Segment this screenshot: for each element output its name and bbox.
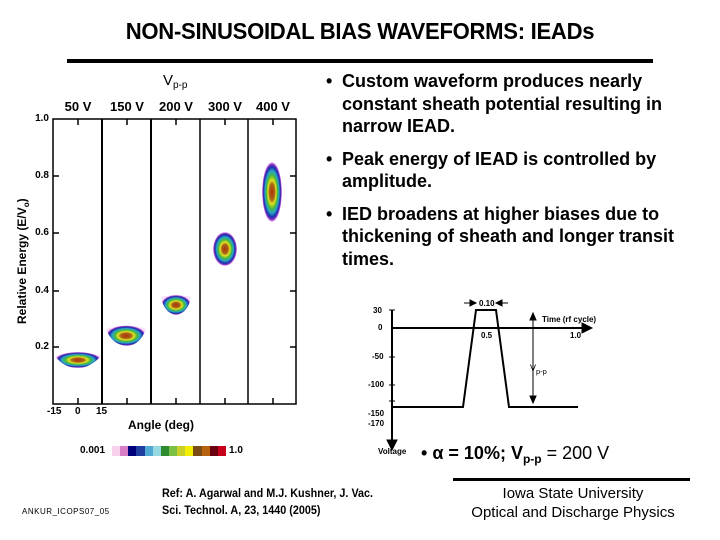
tick-marks — [53, 119, 296, 404]
column-label-150v: 150 V — [110, 99, 144, 114]
colorbar-swatch — [209, 446, 218, 456]
ytick-0-4: 0.4 — [35, 285, 49, 296]
pulse-arrow-right-icon — [469, 299, 478, 307]
colorbar-swatch — [217, 446, 226, 456]
voltage-axis-arrow-icon — [386, 439, 398, 452]
bullet-text: Custom waveform produces nearly constant… — [342, 71, 663, 136]
slide-title: NON-SINUSOIDAL BIAS WAVEFORMS: IEADs — [125, 18, 595, 44]
ytick-0-6: 0.6 — [35, 227, 49, 238]
x-axis-label: Angle (deg) — [128, 418, 194, 432]
xtick-0: 0 — [75, 406, 81, 417]
column-label-50v: 50 V — [64, 99, 92, 114]
bullet-item: • Custom waveform produces nearly constan… — [322, 70, 712, 138]
condition-vpp-value: = 200 V — [541, 443, 610, 463]
column-label-300v: 300 V — [208, 99, 242, 114]
bullet-dot-icon: • — [326, 203, 333, 224]
wf-ytick-0: 0 — [378, 323, 383, 332]
title-divider — [67, 59, 653, 63]
condition-text: = 10%; V — [443, 443, 523, 463]
bullet-dot-icon: • — [326, 148, 333, 169]
wf-ytick-30: 30 — [373, 306, 382, 315]
colorbar-swatch — [128, 446, 137, 456]
wf-ytick-neg150: -150 — [368, 409, 385, 418]
condition-vpp-sub: p-p — [522, 452, 542, 466]
vpp-annotation-main: V — [530, 363, 537, 373]
colorbar-swatch — [193, 446, 202, 456]
ytick-1-0: 1.0 — [35, 113, 49, 124]
iead-blob-300v — [213, 232, 237, 266]
waveform-diagram — [386, 299, 594, 452]
wf-ytick-neg170: -170 — [368, 419, 385, 428]
ytick-0-8: 0.8 — [35, 170, 49, 181]
bullet-dot-icon: • — [326, 71, 333, 91]
bullet-item: • IED broadens at higher biases due to th… — [322, 203, 712, 271]
bullet-item: • Peak energy of IEAD is controlled by am… — [322, 148, 712, 193]
iead-plot — [52, 118, 297, 405]
university-name: Iowa State University — [502, 485, 644, 502]
iead-blob-400v — [262, 162, 282, 222]
colorbar-swatch — [120, 446, 129, 456]
vpp-header-main: V — [163, 72, 174, 89]
bullet-dot-icon: • — [421, 443, 428, 463]
colorbar-swatch — [112, 446, 121, 456]
vpp-arrow-down-icon — [529, 395, 537, 405]
wf-xtick-1-0: 1.0 — [570, 331, 582, 340]
reference: Ref: A. Agarwal and M.J. Kushner, J. Vac… — [162, 485, 432, 519]
pulse-width-label: 0.10 — [479, 299, 495, 308]
vpp-header-sub: p-p — [173, 80, 188, 91]
colorbar-swatch — [160, 446, 169, 456]
wf-ytick-neg50: -50 — [372, 352, 384, 361]
time-axis-label: Time (rf cycle) — [542, 315, 597, 324]
xtick-neg15: -15 — [47, 406, 62, 417]
reference-line-2: Sci. Technol. A, 23, 1440 (2005) — [162, 503, 321, 517]
alpha-symbol: α — [432, 443, 444, 463]
colorbar — [112, 446, 226, 456]
slide-id: ANKUR_ICOPS07_05 — [22, 507, 110, 516]
plot-frame — [52, 118, 297, 405]
column-label-400v: 400 V — [256, 99, 290, 114]
bullet-text: Peak energy of IEAD is controlled by amp… — [342, 148, 657, 192]
xtick-15: 15 — [96, 406, 108, 417]
vpp-annotation-sub: p-p — [536, 366, 547, 376]
column-label-200v: 200 V — [159, 99, 193, 114]
ytick-0-2: 0.2 — [35, 341, 49, 352]
vpp-header: Vp-p — [163, 72, 187, 91]
colorbar-max-label: 1.0 — [229, 445, 243, 456]
time-axis-arrow-icon — [581, 322, 594, 334]
colorbar-swatch — [136, 446, 145, 456]
bullet-list: • Custom waveform produces nearly constan… — [322, 70, 712, 280]
group-name: Optical and Discharge Physics — [471, 504, 675, 521]
wf-ytick-neg100: -100 — [368, 380, 385, 389]
colorbar-min-label: 0.001 — [80, 445, 106, 456]
colorbar-swatch — [144, 446, 153, 456]
iead-blobs — [55, 162, 282, 368]
footer-divider — [453, 478, 690, 481]
colorbar-swatch — [177, 446, 186, 456]
colorbar-swatch — [185, 446, 194, 456]
iead-blob-150v — [106, 325, 146, 346]
voltage-axis-label: Voltage — [378, 447, 407, 456]
wf-xtick-0-5: 0.5 — [481, 331, 493, 340]
colorbar-swatch — [201, 446, 210, 456]
colorbar-swatch — [168, 446, 178, 456]
university-block: Iowa State University Optical and Dischar… — [444, 484, 702, 522]
colorbar-swatch — [152, 446, 161, 456]
reference-line-1: Ref: A. Agarwal and M.J. Kushner, J. Vac… — [162, 486, 374, 500]
pulse-arrow-left-icon — [494, 299, 503, 307]
condition-line: • α = 10%; Vp-p = 200 V — [421, 443, 609, 466]
iead-blob-200v — [161, 295, 191, 315]
vpp-arrow-up-icon — [529, 311, 537, 321]
bullet-text: IED broadens at higher biases due to thi… — [342, 203, 675, 269]
iead-blob-50v — [55, 352, 101, 368]
vpp-annotation: Vp-p — [530, 363, 547, 376]
